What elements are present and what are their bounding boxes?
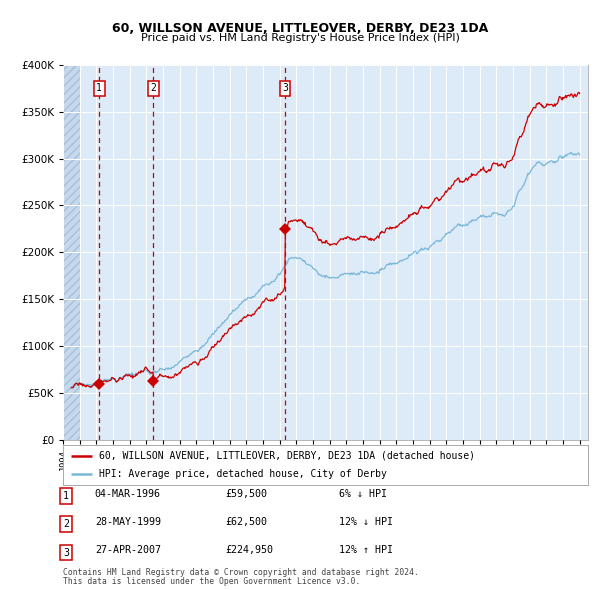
Text: Price paid vs. HM Land Registry's House Price Index (HPI): Price paid vs. HM Land Registry's House … (140, 33, 460, 43)
Text: 60, WILLSON AVENUE, LITTLEOVER, DERBY, DE23 1DA: 60, WILLSON AVENUE, LITTLEOVER, DERBY, D… (112, 22, 488, 35)
Text: 60, WILLSON AVENUE, LITTLEOVER, DERBY, DE23 1DA (detached house): 60, WILLSON AVENUE, LITTLEOVER, DERBY, D… (98, 451, 475, 461)
Text: £59,500: £59,500 (225, 489, 267, 499)
Text: 12% ↓ HPI: 12% ↓ HPI (339, 517, 393, 527)
Text: Contains HM Land Registry data © Crown copyright and database right 2024.: Contains HM Land Registry data © Crown c… (63, 568, 419, 577)
Text: 3: 3 (282, 83, 288, 93)
Text: £224,950: £224,950 (225, 546, 273, 555)
Text: 3: 3 (63, 548, 69, 558)
Text: HPI: Average price, detached house, City of Derby: HPI: Average price, detached house, City… (98, 469, 386, 479)
Bar (63, 65, 81, 440)
Text: This data is licensed under the Open Government Licence v3.0.: This data is licensed under the Open Gov… (63, 578, 361, 586)
Text: 2: 2 (63, 519, 69, 529)
Text: 04-MAR-1996: 04-MAR-1996 (95, 489, 161, 499)
Text: £62,500: £62,500 (225, 517, 267, 527)
Text: 2: 2 (150, 83, 156, 93)
Text: 6% ↓ HPI: 6% ↓ HPI (339, 489, 387, 499)
Text: 1: 1 (63, 491, 69, 501)
Text: 12% ↑ HPI: 12% ↑ HPI (339, 546, 393, 555)
Text: 27-APR-2007: 27-APR-2007 (95, 546, 161, 555)
Text: 1: 1 (96, 83, 102, 93)
Text: 28-MAY-1999: 28-MAY-1999 (95, 517, 161, 527)
